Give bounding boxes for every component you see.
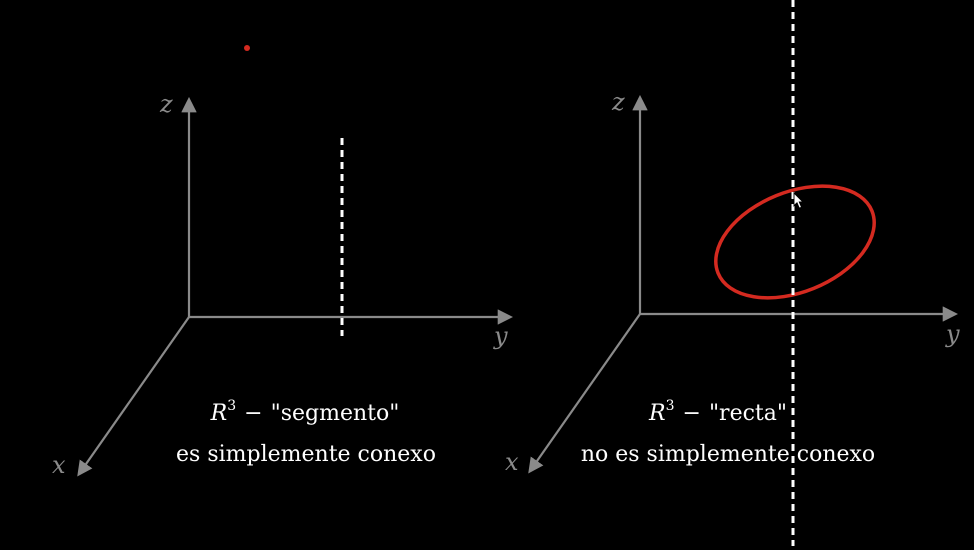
left-x-label: x (52, 451, 66, 479)
left-axes (77, 96, 514, 477)
left-y-label: y (493, 322, 508, 350)
right-x-label: x (505, 448, 519, 476)
right-panel: z y x R3− "recta" no es simplemente conex… (505, 0, 960, 546)
right-y-label: y (945, 320, 960, 348)
left-caption-symbol: R (210, 401, 228, 426)
right-x-axis (528, 313, 641, 474)
left-z-label: z (159, 90, 173, 118)
left-caption-dash: − (244, 401, 262, 426)
pointer-cursor-icon (793, 191, 805, 209)
right-caption-name: "recta" (709, 401, 787, 426)
left-x-axis (77, 316, 190, 477)
right-axes (528, 94, 959, 474)
left-caption-line2: es simplemente conexo (176, 442, 436, 467)
right-caption-symbol: R (648, 401, 666, 426)
left-caption-name: "segmento" (271, 401, 400, 426)
right-caption-exponent: 3 (666, 398, 675, 414)
right-z-label: z (611, 88, 625, 116)
red-point (244, 45, 250, 51)
right-caption-dash: − (683, 401, 701, 426)
left-panel: z y x R3− "segmento" es simplemente conex… (52, 90, 514, 479)
left-caption-exponent: 3 (227, 398, 236, 414)
left-caption-line1: R3− "segmento" (210, 398, 400, 426)
right-caption-line2: no es simplemente conexo (581, 442, 875, 467)
red-loop (714, 184, 876, 300)
right-caption-line1: R3− "recta" (648, 398, 787, 426)
